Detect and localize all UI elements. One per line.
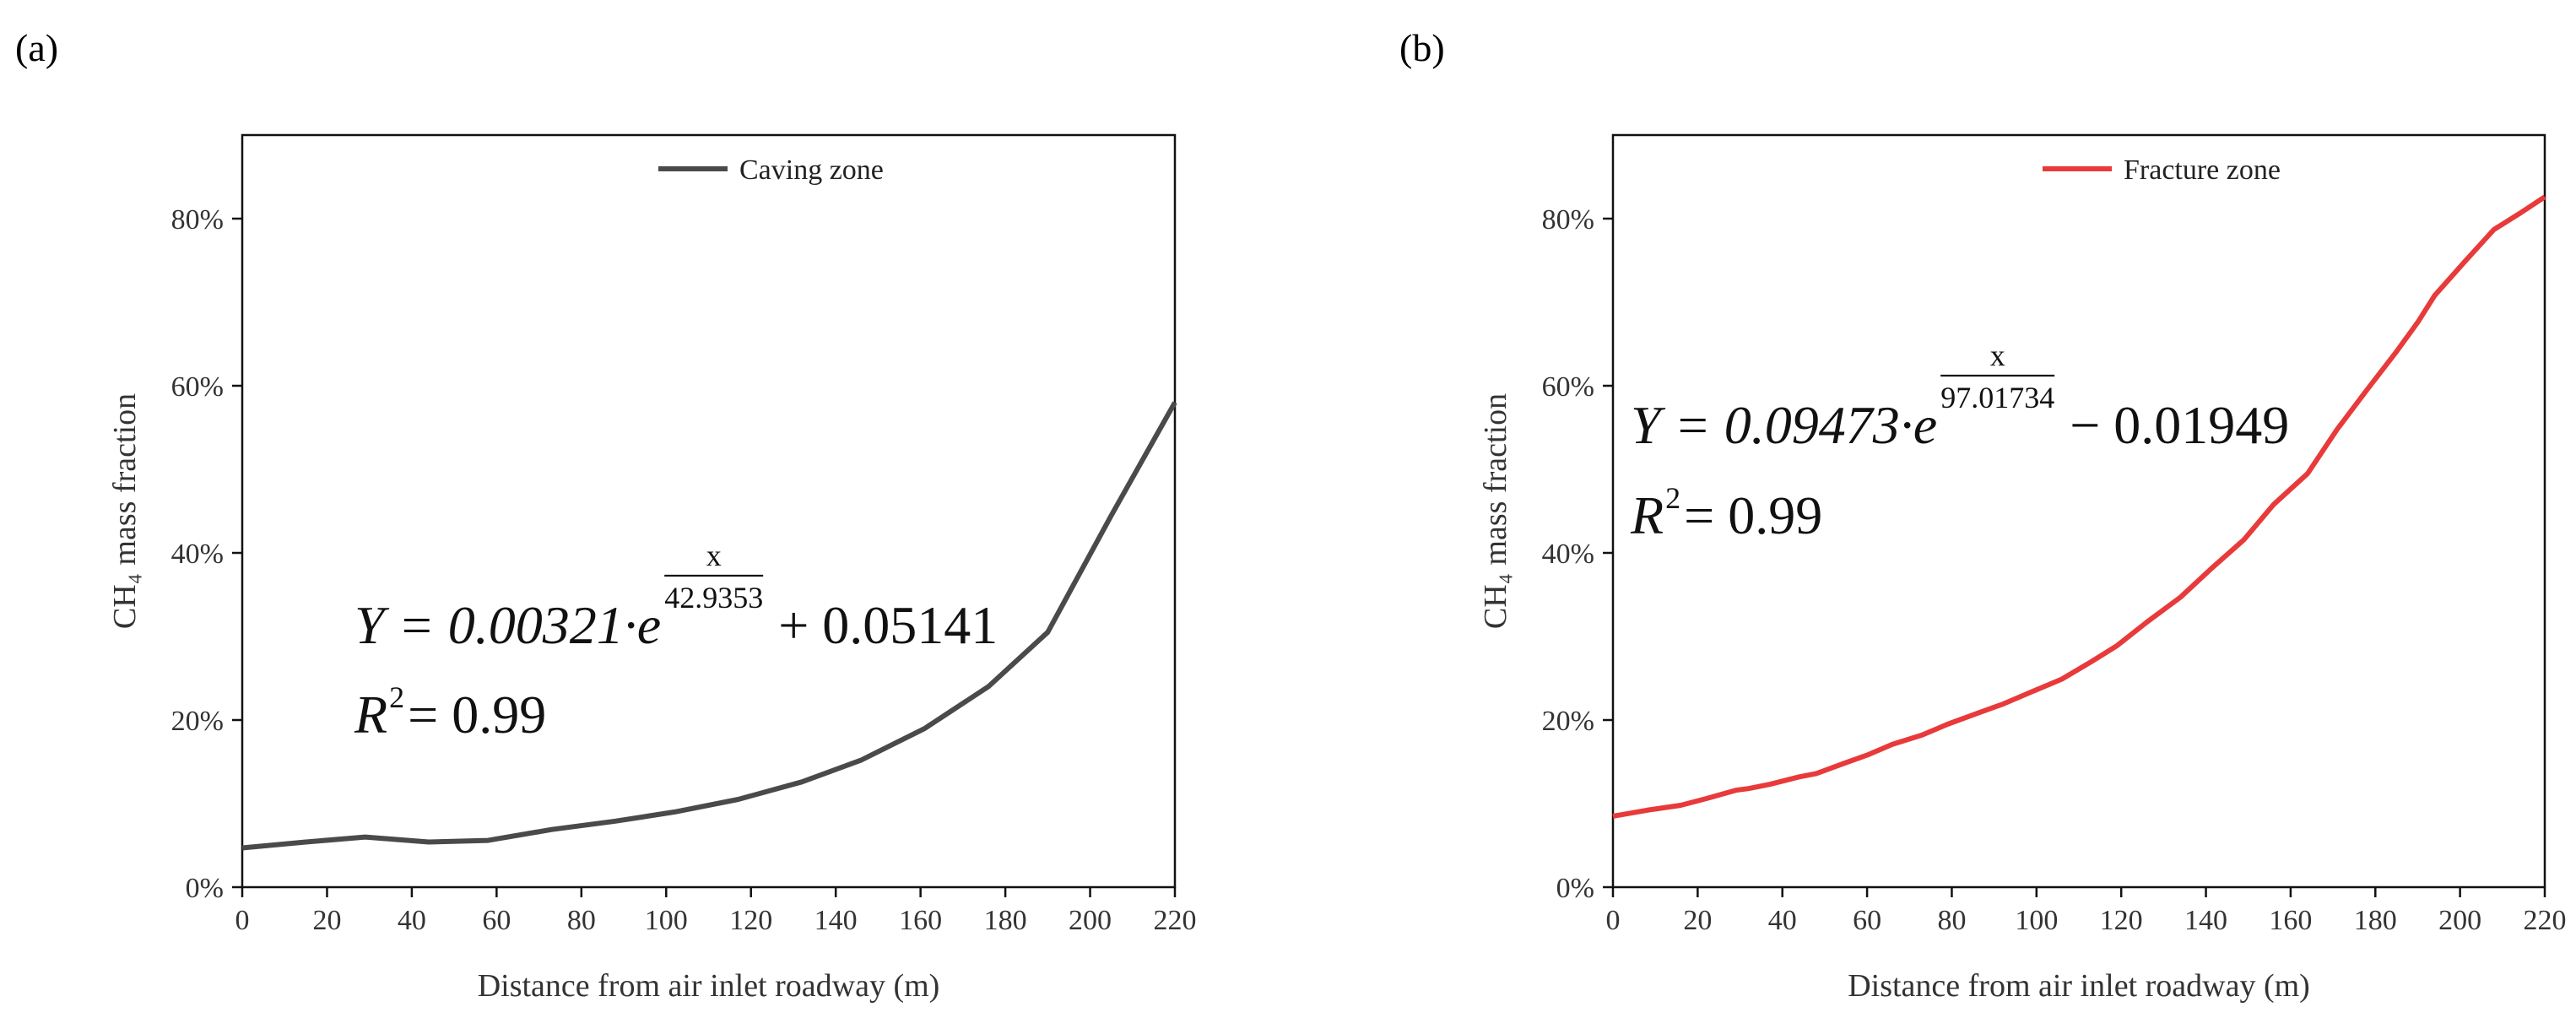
r-squared-symbol: R (354, 685, 387, 745)
x-tick-label: 200 (2438, 905, 2481, 936)
y-tick-label: 20% (171, 706, 224, 737)
x-tick-label: 200 (1069, 905, 1112, 936)
fit-equation: Y = 0.09473·e 97.01734 x − 0.01949 R 2 = 0.99 (1630, 338, 2289, 545)
y-tick-label: 40% (171, 539, 224, 570)
x-tick-label: 0 (235, 905, 250, 936)
panel-label: (b) (1399, 26, 1445, 69)
equation-main: Y = 0.09473·e (1631, 395, 1937, 455)
exponent-denominator: 42.9353 (664, 581, 763, 615)
x-tick-label: 180 (984, 905, 1027, 936)
x-tick-label: 100 (645, 905, 688, 936)
x-tick-label: 40 (398, 905, 426, 936)
y-tick-label: 0% (1556, 873, 1594, 904)
r-squared-power: 2 (1665, 481, 1680, 515)
y-tick-label: 80% (1542, 204, 1594, 236)
legend-label: Caving zone (739, 154, 884, 186)
r-squared-symbol: R (1630, 485, 1664, 545)
x-tick-label: 60 (1853, 905, 1881, 936)
chart-panel-b: (b) 0 20 40 60 80 100 120 140 160 180 200 220 0% 20% 40… (1399, 26, 2567, 1004)
r-squared-value: = 0.99 (408, 685, 546, 745)
x-axis-title: Distance from air inlet roadway (m) (1848, 968, 2310, 1004)
x-tick-label: 160 (899, 905, 942, 936)
x-tick-label: 140 (814, 905, 858, 936)
x-tick-label: 220 (2524, 905, 2567, 936)
x-tick-label: 160 (2269, 905, 2312, 936)
equation-constant: − 0.01949 (2070, 395, 2289, 455)
r-squared-power: 2 (389, 680, 404, 714)
x-tick-label: 40 (1768, 905, 1797, 936)
y-tick-label: 0% (186, 873, 224, 904)
plot-area-frame (1611, 133, 2546, 889)
y-axis-title: CH₄ mass fraction (1478, 393, 1513, 629)
y-tick-label: 20% (1542, 706, 1594, 737)
series-line-caving-zone (241, 401, 1177, 851)
exponent-denominator: 97.01734 (1940, 381, 2054, 414)
equation-constant: + 0.05141 (778, 595, 998, 655)
y-tick-label: 60% (1542, 371, 1594, 403)
y-tick-label: 60% (171, 371, 224, 403)
x-tick-label: 0 (1606, 905, 1621, 936)
exponent-numerator: x (706, 539, 722, 572)
x-tick-label: 20 (1683, 905, 1712, 936)
equation-main: Y = 0.00321·e (354, 595, 661, 655)
x-tick-label: 80 (567, 905, 596, 936)
x-tick-label: 120 (2100, 905, 2143, 936)
x-tick-label: 80 (1937, 905, 1966, 936)
x-tick-label: 120 (729, 905, 772, 936)
x-tick-label: 220 (1154, 905, 1197, 936)
panel-label: (a) (15, 26, 58, 69)
plot-area-frame (241, 133, 1177, 889)
y-tick-label: 80% (171, 204, 224, 236)
y-tick-label: 40% (1542, 539, 1594, 570)
series-line-fracture-zone (1612, 194, 2546, 819)
legend-label: Fracture zone (2124, 154, 2281, 186)
exponent-numerator: x (1990, 338, 2005, 372)
x-tick-label: 60 (482, 905, 511, 936)
x-tick-label: 100 (2015, 905, 2058, 936)
x-tick-label: 20 (312, 905, 341, 936)
chart-panel-a: (a) 0 20 40 60 80 100 120 140 160 180 200 220 0% 20% 40… (15, 26, 1197, 1004)
r-squared-value: = 0.99 (1684, 485, 1822, 545)
fit-equation: Y = 0.00321·e 42.9353 x + 0.05141 R 2 = 0.99 (354, 539, 998, 745)
x-tick-label: 140 (2184, 905, 2227, 936)
x-axis-title: Distance from air inlet roadway (m) (478, 968, 940, 1004)
y-axis-title: CH₄ mass fraction (107, 393, 143, 629)
x-tick-label: 180 (2354, 905, 2397, 936)
